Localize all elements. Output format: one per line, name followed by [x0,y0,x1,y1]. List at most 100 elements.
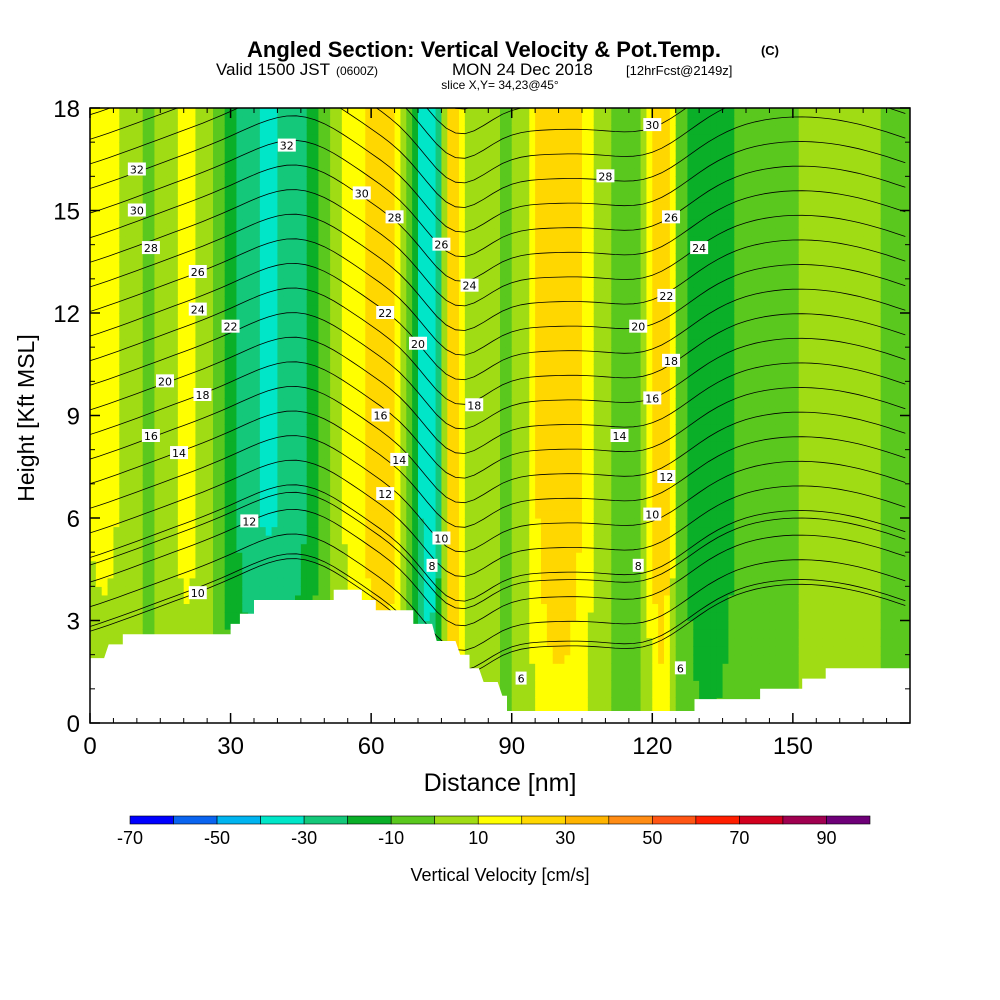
velocity-cell [166,458,173,468]
velocity-cell [183,159,191,169]
velocity-cell [336,338,343,348]
velocity-cell [459,338,466,348]
velocity-cell [119,389,126,400]
velocity-cell [464,219,472,229]
velocity-cell [488,543,495,553]
velocity-cell [271,509,279,519]
velocity-cell [388,244,396,254]
velocity-cell [447,381,454,391]
velocity-cell [447,611,454,622]
velocity-cell [488,671,495,681]
velocity-cell [330,253,337,263]
velocity-cell [259,389,267,400]
velocity-cell [435,304,443,314]
velocity-cell [371,364,378,374]
velocity-cell [330,449,337,459]
velocity-cell [154,270,161,280]
velocity-cell [336,167,343,177]
velocity-cell [195,543,202,553]
velocity-cell [224,167,232,177]
velocity-cell [172,338,179,348]
velocity-cell [341,116,349,126]
velocity-cell [464,116,472,126]
velocity-cell [183,552,191,562]
velocity-cell [406,577,413,587]
velocity-cell [435,389,443,400]
velocity-cell [131,133,138,143]
velocity-cell [242,236,249,246]
velocity-cell [441,620,448,630]
velocity-cell [377,509,384,519]
velocity-cell [341,304,349,314]
velocity-cell [312,125,320,135]
velocity-cell [131,458,138,468]
velocity-cell [95,535,103,545]
velocity-cell [429,475,437,485]
velocity-cell [271,338,279,348]
velocity-cell [306,176,314,186]
velocity-cell [412,552,419,562]
velocity-cell [177,167,185,177]
velocity-cell [388,159,396,169]
velocity-cell [312,560,320,570]
velocity-cell [377,535,384,545]
velocity-cell [131,142,138,152]
velocity-cell [265,167,273,177]
velocity-cell [306,116,314,126]
velocity-cell [459,261,466,271]
velocity-cell [131,236,138,246]
velocity-cell [242,535,249,545]
velocity-cell [271,167,279,177]
velocity-cell [441,125,448,135]
velocity-cell [101,193,109,203]
velocity-cell [447,492,454,502]
velocity-cell [289,432,296,442]
velocity-cell [248,381,255,391]
velocity-cell [283,176,290,186]
velocity-cell [283,398,290,408]
velocity-cell [119,415,126,425]
velocity-cell [341,398,349,408]
velocity-cell [195,176,202,186]
velocity-cell [318,150,325,160]
velocity-cell [207,347,214,357]
velocity-cell [330,270,337,280]
velocity-cell [142,415,150,425]
velocity-cell [330,347,337,357]
velocity-cell [289,424,296,434]
velocity-cell [107,236,115,246]
velocity-cell [90,492,97,502]
velocity-cell [201,398,208,408]
velocity-cell [125,338,132,348]
velocity-cell [382,372,390,382]
velocity-cell [312,424,320,434]
velocity-cell [195,629,202,639]
velocity-cell [248,415,255,425]
velocity-cell [400,415,407,425]
velocity-cell [388,253,396,263]
velocity-cell [189,526,197,536]
velocity-cell [230,142,238,152]
velocity-cell [464,321,472,331]
velocity-cell [136,116,144,126]
velocity-cell [459,184,466,195]
velocity-cell [154,552,161,562]
velocity-cell [365,569,372,579]
velocity-cell [359,176,366,186]
velocity-cell [453,278,460,288]
velocity-cell [289,500,296,511]
velocity-cell [224,219,232,229]
velocity-cell [183,381,191,391]
velocity-cell [488,466,495,476]
velocity-cell [371,253,378,263]
velocity-cell [464,125,472,135]
velocity-cell [412,108,419,118]
velocity-cell [119,219,126,229]
velocity-cell [295,500,302,511]
velocity-cell [306,295,314,306]
velocity-cell [423,227,431,237]
velocity-cell [453,176,460,186]
velocity-cell [172,287,179,297]
velocity-cell [183,167,191,177]
velocity-cell [453,594,460,605]
